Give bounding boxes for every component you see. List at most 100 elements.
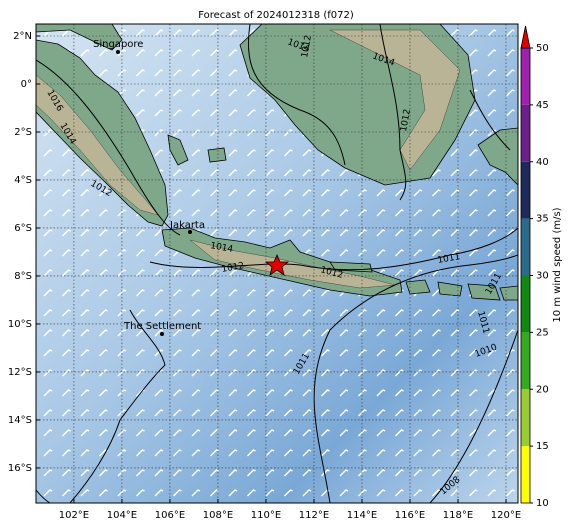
wind-barb — [487, 429, 497, 437]
wind-barb — [265, 229, 275, 237]
wind-barb — [284, 229, 293, 237]
wind-barb — [43, 389, 53, 397]
wind-barb — [80, 489, 90, 497]
wind-barb — [191, 169, 201, 177]
wind-barb — [99, 429, 108, 437]
wind-barb — [80, 349, 90, 357]
wind-barb — [154, 129, 164, 137]
wind-barb — [43, 429, 53, 437]
wind-barb — [80, 449, 90, 457]
lesser-sunda — [405, 279, 518, 301]
wind-barb — [228, 349, 238, 357]
wind-barb — [228, 269, 238, 277]
wind-barb — [469, 29, 478, 37]
y-tick-label: 14°S — [8, 415, 32, 426]
graticule — [36, 24, 518, 503]
wind-barb — [450, 329, 460, 337]
wind-barb — [265, 369, 275, 377]
wind-barb — [469, 129, 478, 137]
wind-barb — [136, 289, 145, 297]
wind-barb — [469, 489, 478, 497]
wind-barb — [210, 269, 219, 277]
wind-barb — [228, 69, 238, 77]
wind-barb — [136, 29, 145, 37]
wind-barb — [62, 329, 71, 337]
wind-barb — [506, 329, 515, 337]
x-tick-label: 112°E — [299, 510, 329, 521]
wind-barb — [376, 409, 386, 417]
wind-barb — [117, 429, 127, 437]
wind-barb — [228, 189, 238, 197]
isobar-label: 1014 — [209, 241, 234, 255]
wind-barb — [358, 209, 367, 217]
wind-barb — [117, 369, 127, 377]
wind-barb — [376, 329, 386, 337]
place-label: The Settlement — [123, 321, 201, 332]
isobar-label: 1012 — [399, 108, 413, 132]
wind-barb — [506, 489, 515, 497]
wind-barb — [228, 29, 238, 37]
wind-barb — [506, 209, 515, 217]
wind-barb — [339, 429, 349, 437]
wind-barb — [413, 209, 423, 217]
wind-barb — [302, 389, 312, 397]
wind-barb — [284, 369, 293, 377]
wind-barb — [339, 389, 349, 397]
wind-barb — [413, 349, 423, 357]
wind-barb — [450, 449, 460, 457]
isobar — [69, 309, 166, 503]
wind-barb — [228, 49, 238, 57]
wind-barb — [284, 389, 293, 397]
wind-barb — [173, 29, 182, 37]
wind-barb — [487, 269, 497, 277]
wind-barb — [99, 269, 108, 277]
wind-barb — [450, 229, 460, 237]
colorbar-tick-label: 20 — [536, 384, 549, 395]
wind-barb — [43, 469, 53, 477]
wind-barb — [191, 389, 201, 397]
x-tick-label: 104°E — [107, 510, 137, 521]
wind-barb — [321, 189, 330, 197]
wind-barb — [136, 389, 145, 397]
wind-barb — [210, 169, 219, 177]
wind-barb — [321, 349, 330, 357]
wind-barb — [117, 469, 127, 477]
colorbar-tick-label: 25 — [536, 327, 549, 338]
wind-barb — [136, 249, 145, 257]
wind-barb — [413, 309, 423, 317]
wind-barb — [173, 49, 182, 57]
wind-barb — [62, 169, 71, 177]
wind-barb — [487, 489, 497, 497]
y-tick-label: 6°S — [14, 223, 32, 234]
wind-barb — [413, 429, 423, 437]
wind-barb — [210, 469, 219, 477]
wind-barb — [154, 449, 164, 457]
wind-barb — [191, 489, 201, 497]
wind-barb — [358, 189, 367, 197]
wind-barb — [469, 249, 478, 257]
wind-barb — [228, 409, 238, 417]
wind-barb — [247, 429, 256, 437]
wind-barb — [173, 89, 182, 97]
wind-barb — [191, 209, 201, 217]
wind-barb — [506, 29, 515, 37]
wind-barb — [136, 429, 145, 437]
y-tick-label: 2°S — [14, 127, 32, 138]
wind-barb — [173, 69, 182, 77]
wind-barb — [265, 109, 275, 117]
wind-barb — [80, 289, 90, 297]
wind-barb — [191, 189, 201, 197]
wind-barb — [487, 189, 497, 197]
x-tick-label: 118°E — [443, 510, 473, 521]
colorbar-tick-label: 30 — [536, 271, 549, 282]
wind-barb — [321, 409, 330, 417]
wind-barb — [173, 489, 182, 497]
wind-barb — [191, 129, 201, 137]
wind-barb — [487, 449, 497, 457]
wind-barb — [80, 369, 90, 377]
wind-barb — [228, 89, 238, 97]
wind-barb — [43, 309, 53, 317]
wind-barb — [413, 369, 423, 377]
isobar — [429, 329, 518, 503]
wind-barb — [321, 429, 330, 437]
